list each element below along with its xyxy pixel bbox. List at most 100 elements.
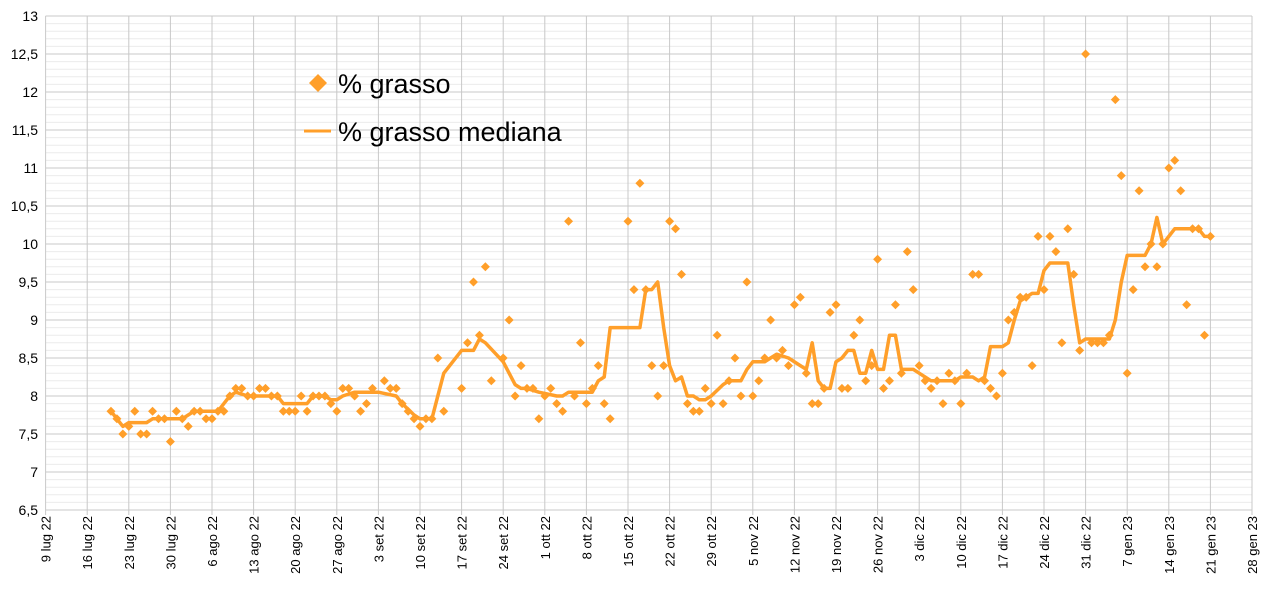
data-point: [742, 277, 752, 287]
x-tick-label: 7 gen 23: [1120, 516, 1135, 567]
data-point: [587, 383, 597, 393]
data-point: [1152, 262, 1162, 272]
data-point: [332, 406, 342, 416]
data-point: [528, 383, 538, 393]
data-point: [659, 361, 669, 371]
data-point: [718, 399, 728, 409]
data-point: [932, 376, 942, 386]
x-tick-label: 31 dic 22: [1079, 516, 1094, 569]
data-point: [552, 399, 562, 409]
data-point: [1033, 231, 1043, 241]
data-point: [468, 277, 478, 287]
data-point: [1081, 49, 1091, 59]
data-point: [278, 406, 288, 416]
data-point: [516, 361, 526, 371]
data-point: [795, 292, 805, 302]
x-tick-label: 13 ago 22: [247, 516, 262, 574]
x-tick-label: 24 dic 22: [1037, 516, 1052, 569]
data-point: [320, 391, 330, 401]
series-scatter-points: [106, 49, 1215, 447]
data-point: [195, 406, 205, 416]
data-point: [403, 406, 413, 416]
x-tick-label: 10 dic 22: [954, 516, 969, 569]
x-tick-label: 1 ott 22: [538, 516, 553, 559]
x-tick-label: 5 nov 22: [746, 516, 761, 566]
y-tick-label: 10,5: [11, 198, 38, 214]
y-tick-label: 12: [22, 84, 38, 100]
data-point: [754, 376, 764, 386]
data-point: [914, 361, 924, 371]
data-point: [165, 437, 175, 447]
data-point: [1205, 231, 1215, 241]
x-tick-label: 3 dic 22: [912, 516, 927, 562]
data-point: [635, 178, 645, 188]
data-point: [243, 391, 253, 401]
data-point: [1199, 330, 1209, 340]
data-point: [1164, 163, 1174, 173]
x-tick-label: 6 ago 22: [205, 516, 220, 567]
data-point: [997, 368, 1007, 378]
data-point: [367, 383, 377, 393]
data-point: [902, 247, 912, 257]
data-point: [474, 330, 484, 340]
data-point: [593, 361, 603, 371]
x-tick-label: 26 nov 22: [871, 516, 886, 573]
data-point: [1122, 368, 1132, 378]
data-point: [1057, 338, 1067, 348]
data-point: [362, 399, 372, 409]
data-point: [1015, 292, 1025, 302]
data-point: [748, 391, 758, 401]
data-point: [1045, 231, 1055, 241]
data-point: [1158, 239, 1168, 249]
data-point: [183, 421, 193, 431]
data-point: [599, 399, 609, 409]
data-point: [908, 285, 918, 295]
data-point: [486, 376, 496, 386]
data-point: [415, 421, 425, 431]
data-point: [849, 330, 859, 340]
data-point: [546, 383, 556, 393]
x-tick-label: 23 lug 22: [122, 516, 137, 570]
y-tick-label: 8,5: [19, 350, 39, 366]
data-point: [694, 406, 704, 416]
data-point: [338, 383, 348, 393]
data-point: [682, 399, 692, 409]
data-point: [522, 383, 532, 393]
data-point: [1021, 292, 1031, 302]
legend-diamond-marker-icon: [309, 74, 327, 92]
data-point: [730, 353, 740, 363]
data-point: [1188, 224, 1198, 234]
x-tick-label: 9 lug 22: [39, 516, 54, 562]
data-point: [463, 338, 473, 348]
y-tick-label: 7: [30, 464, 38, 480]
data-point: [255, 383, 265, 393]
data-point: [825, 307, 835, 317]
data-point: [1134, 186, 1144, 196]
data-point: [356, 406, 366, 416]
data-point: [207, 414, 217, 424]
data-point: [676, 269, 686, 279]
data-point: [605, 414, 615, 424]
data-point: [457, 383, 467, 393]
data-point: [189, 406, 199, 416]
data-point: [873, 254, 883, 264]
data-point: [879, 383, 889, 393]
data-point: [142, 429, 152, 439]
data-point: [124, 421, 134, 431]
data-point: [855, 315, 865, 325]
data-point: [106, 406, 116, 416]
minor-gridlines: [45, 15, 1252, 511]
data-point: [671, 224, 681, 234]
data-point: [177, 414, 187, 424]
data-point: [1075, 345, 1085, 355]
data-point: [789, 300, 799, 310]
x-tick-label: 28 gen 23: [1245, 516, 1260, 574]
data-point: [665, 216, 675, 226]
data-point: [831, 300, 841, 310]
data-point: [112, 414, 122, 424]
data-point: [653, 391, 663, 401]
data-point: [629, 285, 639, 295]
data-point: [148, 406, 158, 416]
data-point: [385, 383, 395, 393]
